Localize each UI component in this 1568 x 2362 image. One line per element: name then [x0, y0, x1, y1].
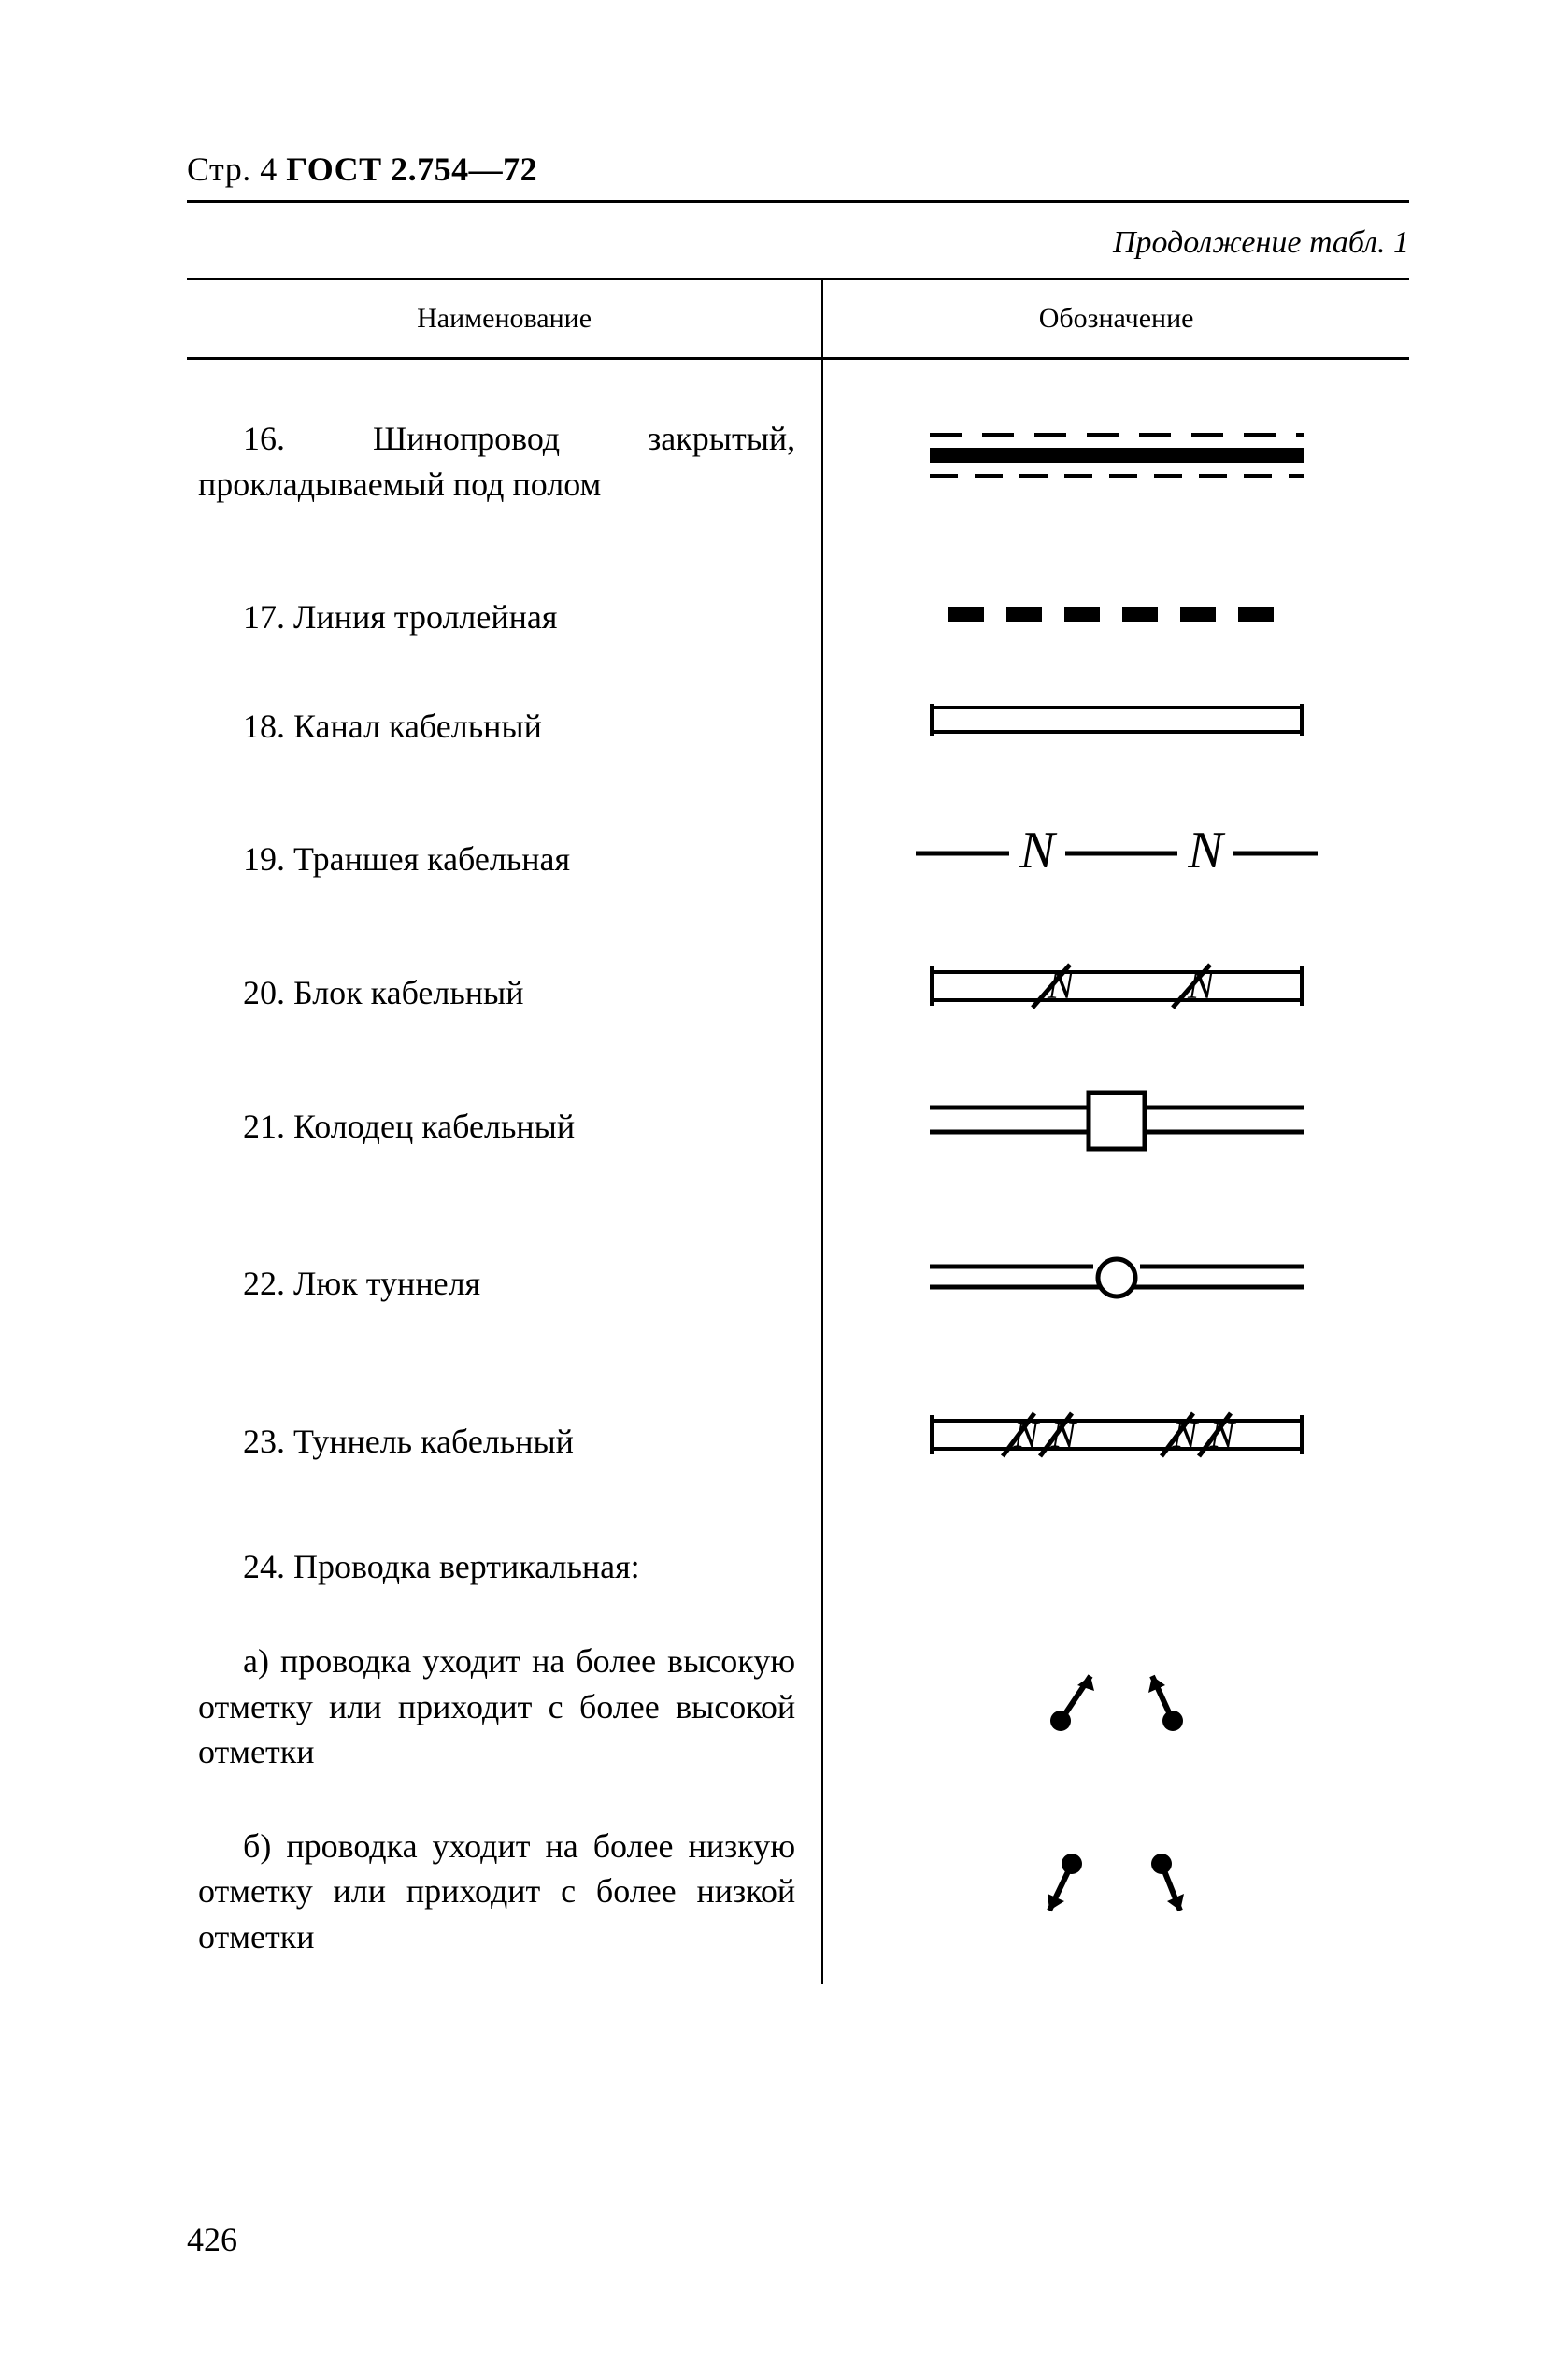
table-caption: Продолжение табл. 1: [187, 225, 1409, 261]
table-row: 22. Люк туннеля: [187, 1205, 1409, 1363]
table-row: 23. Туннель кабельный N N: [187, 1363, 1409, 1521]
standard-code: ГОСТ 2.754—72: [286, 150, 537, 188]
table-row: 21. Колодец кабельный: [187, 1048, 1409, 1206]
row-symbol: [822, 1799, 1409, 1984]
row-label: 23. Туннель кабельный: [187, 1363, 822, 1521]
symbols-table: Наименование Обозначение 16. Шинопровод …: [187, 278, 1409, 1984]
row-symbol: [822, 1614, 1409, 1799]
table-row: б) проводка уходит на более низкую отмет…: [187, 1799, 1409, 1984]
row-symbol: N N N N: [822, 1363, 1409, 1521]
cable-tunnel-icon: N N N N: [930, 1408, 1304, 1464]
svg-text:N: N: [1208, 1413, 1236, 1455]
row-symbol: [822, 1205, 1409, 1363]
svg-text:N: N: [1012, 1413, 1040, 1455]
cable-block-icon: N N: [930, 959, 1304, 1015]
table-row: 16. Шинопровод закрытый, прокладываемый …: [187, 359, 1409, 564]
row-label: 21. Колодец кабельный: [187, 1048, 822, 1206]
cable-trench-icon: N N: [916, 821, 1318, 886]
wiring-down-icon: [1005, 1843, 1229, 1927]
table-row: 17. Линия троллейная: [187, 563, 1409, 672]
row-symbol: [822, 1520, 1409, 1614]
wiring-up-icon: [1005, 1659, 1229, 1743]
row-label: 17. Линия троллейная: [187, 563, 822, 672]
header-rule: [187, 200, 1409, 203]
col-name-header: Наименование: [187, 279, 822, 359]
row-label: б) проводка уходит на более низкую отмет…: [187, 1799, 822, 1984]
svg-text:N: N: [1047, 965, 1076, 1008]
page-side-label: Стр. 4: [187, 150, 278, 188]
row-symbol: [822, 563, 1409, 672]
svg-text:N: N: [1187, 822, 1225, 880]
row-label: 24. Проводка вертикальная:: [187, 1520, 822, 1614]
col-symbol-header: Обозначение: [822, 279, 1409, 359]
svg-text:N: N: [1049, 1413, 1077, 1455]
busbar-under-floor-icon: [930, 427, 1304, 483]
svg-text:N: N: [1171, 1413, 1199, 1455]
table-row: 18. Канал кабельный: [187, 672, 1409, 781]
table-row: 19. Траншея кабельная N N: [187, 780, 1409, 938]
svg-text:N: N: [1187, 965, 1216, 1008]
cable-duct-icon: [930, 700, 1304, 741]
table-row: 20. Блок кабельный N N: [187, 938, 1409, 1048]
row-symbol: [822, 1048, 1409, 1206]
row-label: 19. Траншея кабельная: [187, 780, 822, 938]
page-header: Стр. 4 ГОСТ 2.754—72: [187, 150, 1409, 189]
page-number: 426: [187, 2220, 237, 2259]
svg-text:N: N: [1019, 822, 1057, 880]
table-row: 24. Проводка вертикальная:: [187, 1520, 1409, 1614]
table-row: а) проводка уходит на более высокую отме…: [187, 1614, 1409, 1799]
cable-well-icon: [930, 1083, 1304, 1158]
row-label: 20. Блок кабельный: [187, 938, 822, 1048]
row-label: 22. Люк туннеля: [187, 1205, 822, 1363]
row-symbol: [822, 672, 1409, 781]
tunnel-hatch-icon: [930, 1250, 1304, 1306]
row-symbol: [822, 359, 1409, 564]
table-header-row: Наименование Обозначение: [187, 279, 1409, 359]
row-symbol: N N: [822, 938, 1409, 1048]
page: Стр. 4 ГОСТ 2.754—72 Продолжение табл. 1…: [0, 0, 1568, 2362]
row-label: 16. Шинопровод закрытый, прокладываемый …: [187, 359, 822, 564]
row-symbol: N N: [822, 780, 1409, 938]
trolley-line-icon: [948, 600, 1285, 628]
row-label: а) проводка уходит на более высокую отме…: [187, 1614, 822, 1799]
row-label: 18. Канал кабельный: [187, 672, 822, 781]
